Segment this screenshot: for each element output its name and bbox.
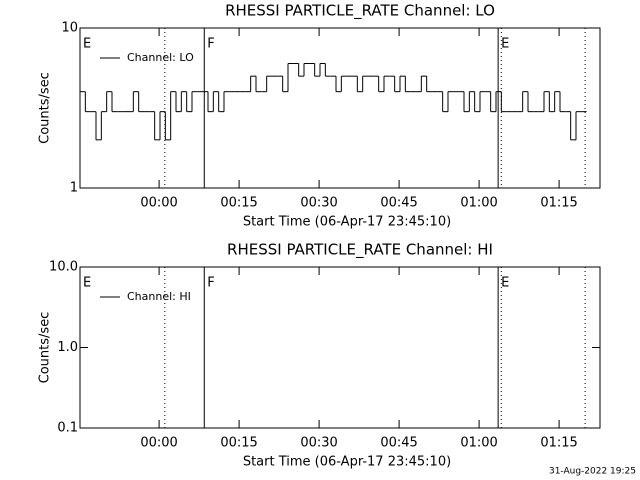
y-tick-label: 0.1	[57, 421, 78, 436]
y-tick-label: 10	[61, 21, 78, 36]
chart-title: RHESSI PARTICLE_RATE Channel: HI	[227, 241, 493, 260]
x-tick-label: 00:15	[220, 436, 257, 451]
x-tick-label: 00:45	[380, 196, 417, 211]
y-tick-label: 1.0	[57, 340, 78, 355]
legend-label: Channel: HI	[127, 290, 191, 303]
x-tick-label: 01:00	[460, 436, 497, 451]
flag-label: E	[83, 37, 91, 52]
x-tick-label: 00:00	[140, 436, 177, 451]
x-tick-label: 01:15	[540, 436, 577, 451]
flag-label: E	[501, 276, 509, 291]
x-tick-label: 00:30	[300, 196, 337, 211]
chart-title: RHESSI PARTICLE_RATE Channel: LO	[225, 2, 495, 21]
x-axis-title: Start Time (06-Apr-17 23:45:10)	[243, 455, 451, 470]
x-tick-label: 00:00	[140, 196, 177, 211]
x-tick-label: 00:45	[380, 436, 417, 451]
y-tick-label: 10.0	[49, 260, 78, 275]
plot-frame	[79, 27, 601, 189]
flag-label: F	[207, 37, 214, 52]
timestamp: 31-Aug-2022 19:25	[549, 467, 636, 477]
y-axis-title: Counts/sec	[38, 312, 53, 384]
y-tick-label: 1	[70, 181, 78, 196]
flag-label: F	[207, 276, 214, 291]
x-tick-label: 00:15	[220, 196, 257, 211]
y-axis-title: Counts/sec	[38, 72, 53, 144]
x-tick-label: 01:15	[540, 196, 577, 211]
flag-label: E	[83, 276, 91, 291]
flag-label: E	[501, 37, 509, 52]
legend-label: Channel: LO	[127, 51, 194, 64]
x-axis-title: Start Time (06-Apr-17 23:45:10)	[243, 215, 451, 230]
x-tick-label: 00:30	[300, 436, 337, 451]
x-tick-label: 01:00	[460, 196, 497, 211]
